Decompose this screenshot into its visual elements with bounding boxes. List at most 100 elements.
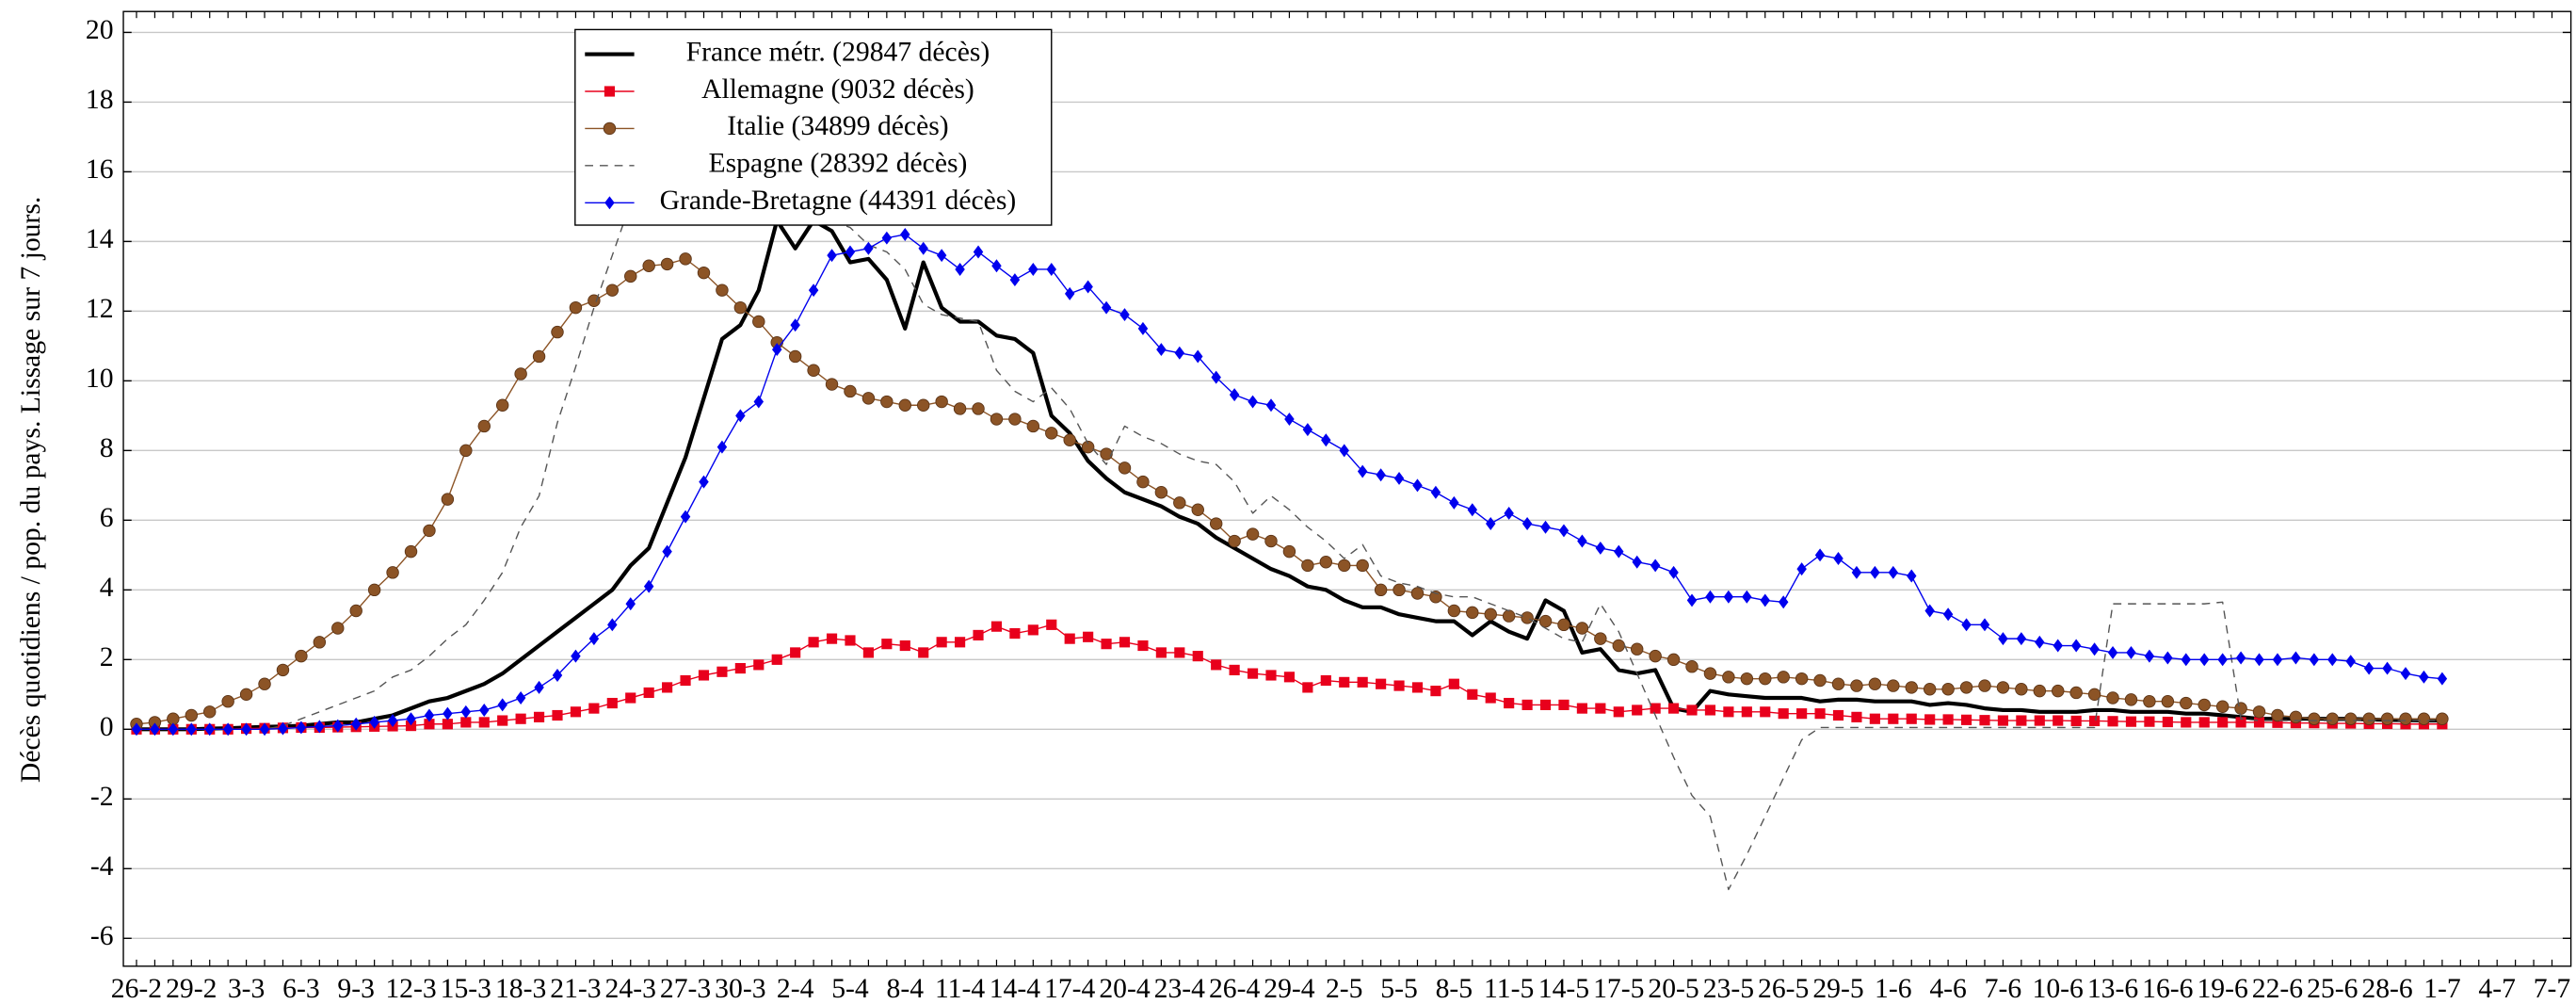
marker <box>973 629 984 641</box>
marker <box>1632 704 1643 716</box>
marker <box>2144 716 2155 727</box>
marker <box>367 583 381 597</box>
marker <box>899 640 910 652</box>
marker <box>2380 712 2394 725</box>
x-tick-label: 13-6 <box>2087 974 2138 1004</box>
marker <box>918 241 928 255</box>
marker <box>1247 668 1259 679</box>
marker <box>1778 595 1789 609</box>
marker <box>515 691 526 704</box>
marker <box>2363 661 2375 675</box>
marker <box>625 692 636 704</box>
x-tick-label: 8-5 <box>1436 974 1473 1004</box>
marker <box>955 637 966 648</box>
marker <box>1283 672 1296 683</box>
marker <box>807 364 820 377</box>
marker <box>936 637 947 648</box>
y-tick-label: -4 <box>90 851 114 882</box>
marker <box>1228 534 1241 548</box>
marker <box>221 694 234 708</box>
grid <box>123 31 2571 939</box>
marker <box>1703 667 1717 680</box>
marker <box>350 717 362 731</box>
marker <box>1174 647 1185 658</box>
marker <box>1869 713 1880 724</box>
marker <box>2198 717 2210 728</box>
marker <box>2326 712 2339 725</box>
marker <box>1685 659 1699 673</box>
marker <box>662 544 672 559</box>
marker <box>1741 706 1752 718</box>
marker <box>1813 673 1827 688</box>
x-tick-label: 2-5 <box>1326 974 1363 1004</box>
marker <box>386 566 399 579</box>
marker <box>2252 705 2266 719</box>
x-tick-label: 18-3 <box>495 974 546 1004</box>
marker <box>680 510 691 524</box>
marker <box>1557 618 1570 632</box>
x-tick-label: 21-3 <box>550 974 601 1004</box>
marker <box>259 722 270 737</box>
axes: -6 -4 -2 0 2 4 6 8 10 12 14 16 18 20 26-2 29-2 3-3 6-3 9-3… <box>86 11 2571 1004</box>
marker <box>532 349 546 364</box>
marker <box>604 86 616 97</box>
marker <box>972 402 985 415</box>
marker <box>990 621 1003 632</box>
marker <box>1081 440 1095 454</box>
marker <box>1650 559 1661 573</box>
y-tick-label: 20 <box>86 15 114 45</box>
marker <box>2308 712 2321 725</box>
marker <box>405 721 417 732</box>
marker <box>662 682 673 693</box>
marker <box>2162 716 2173 728</box>
marker <box>1485 517 1496 531</box>
marker <box>1796 562 1807 576</box>
marker <box>478 717 490 728</box>
marker <box>680 674 691 687</box>
marker <box>1594 632 1607 645</box>
marker <box>1282 544 1296 559</box>
marker <box>1338 559 1351 573</box>
plot-frame <box>122 10 2572 967</box>
marker <box>1538 614 1553 628</box>
y-tick-label: 10 <box>86 364 114 394</box>
marker <box>1046 619 1057 630</box>
marker <box>1154 486 1168 499</box>
x-tick-label: 8-4 <box>887 974 925 1004</box>
marker <box>1539 699 1552 710</box>
marker <box>1558 699 1570 710</box>
marker <box>1504 697 1515 709</box>
x-tick-label: 11-4 <box>935 974 985 1004</box>
marker <box>1192 651 1203 662</box>
marker <box>1449 495 1459 510</box>
marker <box>605 283 620 297</box>
marker <box>1576 703 1587 714</box>
marker <box>1650 703 1661 714</box>
marker <box>1265 670 1277 681</box>
marker <box>1888 565 1899 579</box>
marker <box>1959 681 1973 694</box>
y-tick-label: 6 <box>100 503 114 533</box>
series <box>130 252 2449 731</box>
marker <box>1118 462 1132 475</box>
marker <box>2016 715 2027 726</box>
marker <box>1907 569 1917 583</box>
marker <box>1173 496 1186 510</box>
marker <box>1504 506 1514 520</box>
marker <box>1466 606 1479 620</box>
x-tick-label: 7-7 <box>2534 974 2571 1004</box>
marker <box>2053 715 2064 726</box>
marker <box>604 196 615 210</box>
marker <box>1795 672 1809 686</box>
marker <box>588 632 600 646</box>
marker <box>1302 423 1313 437</box>
x-tick-label: 29-5 <box>1812 974 1863 1004</box>
marker <box>1796 708 1808 720</box>
marker <box>1339 444 1349 458</box>
x-tick-label: 24-3 <box>605 974 656 1004</box>
marker <box>423 524 436 538</box>
marker <box>1759 672 1772 686</box>
marker <box>1704 704 1716 716</box>
marker <box>2436 712 2449 725</box>
